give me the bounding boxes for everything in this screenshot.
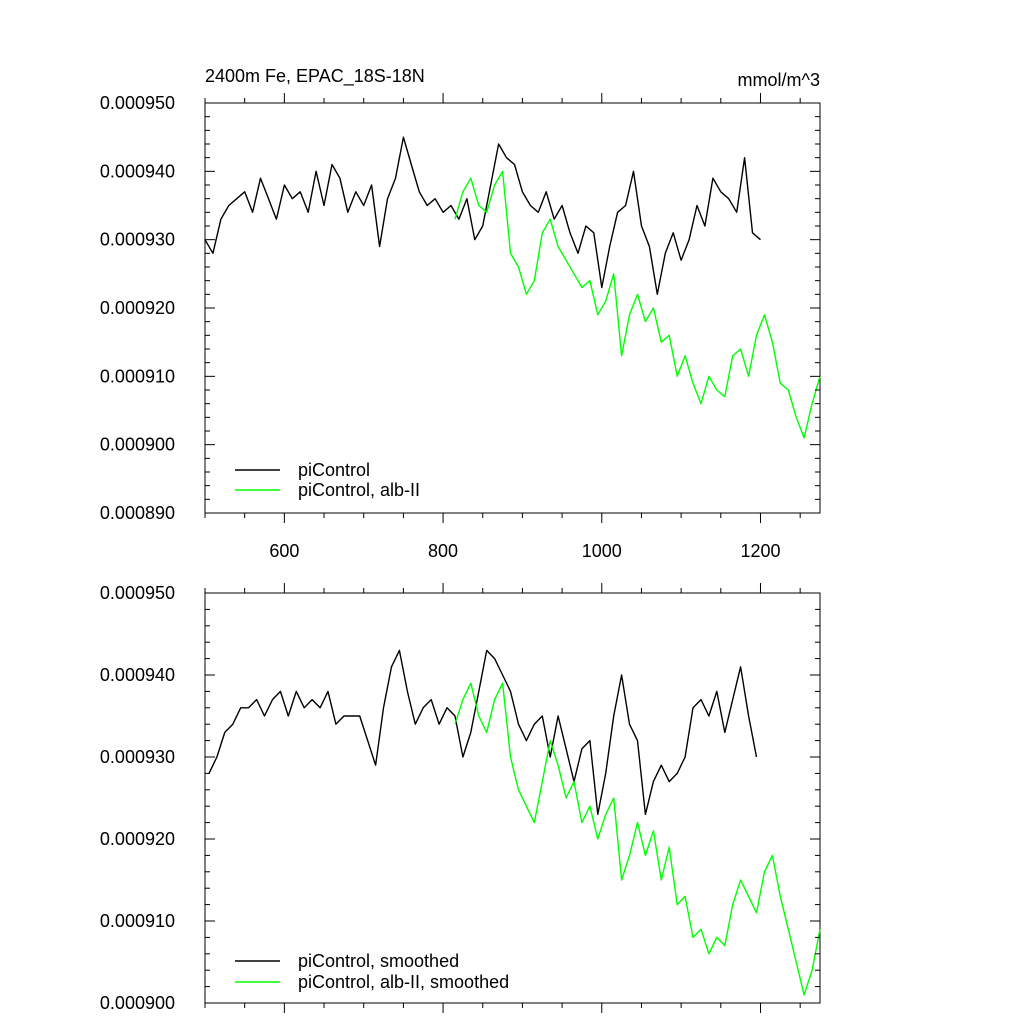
top-xtick-label: 800 xyxy=(428,541,458,561)
top-ytick-label: 0.000950 xyxy=(100,93,175,113)
top-units-label: mmol/m^3 xyxy=(738,70,820,90)
bottom-legend: piControl, smoothed piControl, alb-II, s… xyxy=(235,951,509,992)
top-ytick-label: 0.000910 xyxy=(100,366,175,386)
top-ytick-label: 0.000920 xyxy=(100,298,175,318)
top-chart-title: 2400m Fe, EPAC_18S-18N xyxy=(205,66,425,87)
top-plot-frame xyxy=(204,102,821,514)
top-legend-label-picontrol: piControl xyxy=(298,460,370,480)
bottom-ytick-label: 0.000940 xyxy=(100,665,175,685)
top-series-line-1 xyxy=(454,170,821,439)
top-legend-label-alb-ii: piControl, alb-II xyxy=(298,480,420,500)
bottom-ytick-label: 0.000910 xyxy=(100,911,175,931)
top-ytick-label: 0.000900 xyxy=(100,435,175,455)
bottom-plot-frame xyxy=(204,592,821,1004)
bottom-ytick-label: 0.000900 xyxy=(100,993,175,1013)
top-legend: piControl piControl, alb-II xyxy=(235,460,420,500)
top-series-line-0 xyxy=(204,136,761,295)
top-xtick-label: 1200 xyxy=(740,541,780,561)
top-ytick-label: 0.000940 xyxy=(100,161,175,181)
top-xtick-label: 1000 xyxy=(582,541,622,561)
bottom-ytick-label: 0.000950 xyxy=(100,583,175,603)
bottom-series-line-0 xyxy=(208,649,758,816)
top-ytick-label: 0.000890 xyxy=(100,503,175,523)
top-axis-layer: 0.000890 0.000900 0.000910 0.000920 0.000930… xyxy=(100,93,820,561)
bottom-series-layer xyxy=(208,649,821,996)
bottom-ytick-label: 0.000930 xyxy=(100,747,175,767)
bottom-series-line-1 xyxy=(454,682,821,996)
top-ytick-label: 0.000930 xyxy=(100,230,175,250)
bottom-ytick-label: 0.000920 xyxy=(100,829,175,849)
bottom-axis-layer: 0.000900 0.000910 0.000920 0.000930 0.000940… xyxy=(100,583,820,1013)
bottom-legend-label-alb-ii-smoothed: piControl, alb-II, smoothed xyxy=(298,972,509,992)
bottom-panel: 0.000900 0.000910 0.000920 0.000930 0.000940… xyxy=(100,583,821,1013)
top-series-layer xyxy=(204,136,821,439)
top-xtick-label: 600 xyxy=(269,541,299,561)
bottom-legend-label-smoothed: piControl, smoothed xyxy=(298,951,459,971)
top-panel: 2400m Fe, EPAC_18S-18N mmol/m^3 0.000890… xyxy=(100,66,821,561)
